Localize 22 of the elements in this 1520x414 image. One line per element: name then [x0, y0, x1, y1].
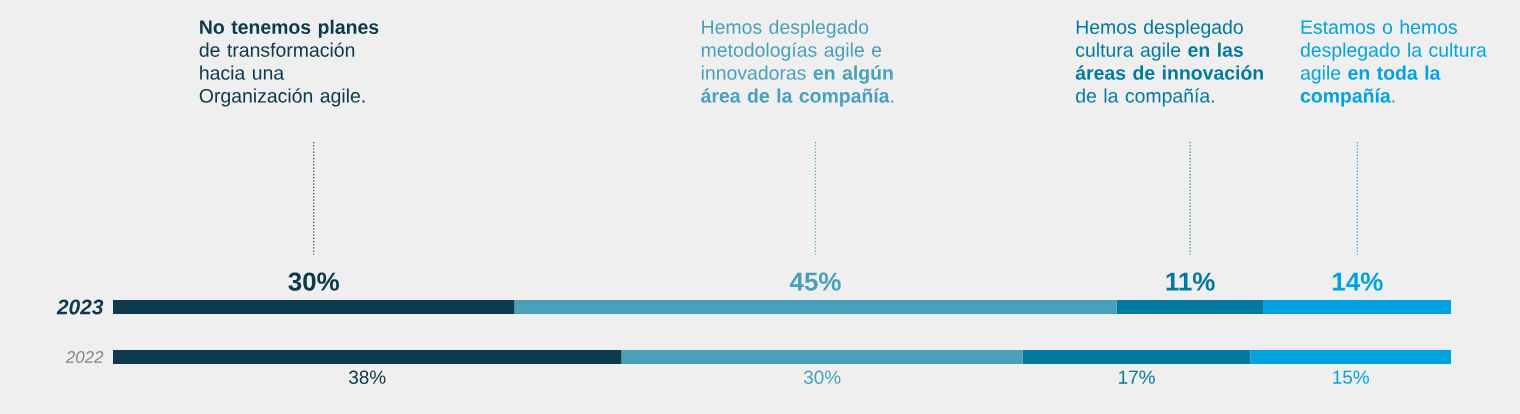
bar: [621, 350, 1023, 364]
data-label: 45%: [789, 272, 841, 291]
bar: [113, 300, 515, 314]
data-label: 11%: [1166, 272, 1215, 291]
bar: [1263, 300, 1452, 314]
text: Hemos desplegado metodologías agile e innovadoras en algún área de la compañía.: [701, 19, 894, 107]
bar: [113, 350, 622, 364]
data-label: 38%: [349, 370, 386, 384]
bar: [1116, 300, 1264, 314]
data-label: 15%: [1333, 370, 1369, 384]
bar: [1250, 350, 1452, 364]
data-label: 30%: [803, 370, 841, 384]
data-label: 30%: [288, 272, 339, 291]
y-tick-label: 2022: [65, 351, 104, 363]
data-label: 17%: [1119, 370, 1155, 384]
text: Estamos o hemos desplegado la cultura agile en toda la compañía.: [1300, 19, 1487, 107]
bar: [1022, 350, 1251, 364]
text: No tenemos planes de transformación hacia una Organización agile.: [199, 19, 379, 107]
y-tick-label: 2023: [56, 299, 104, 315]
text: Hemos desplegado cultura agile en las áreas de innovación de la compañía.: [1075, 19, 1263, 107]
data-label: 14%: [1333, 272, 1383, 291]
bar: [514, 300, 1117, 314]
